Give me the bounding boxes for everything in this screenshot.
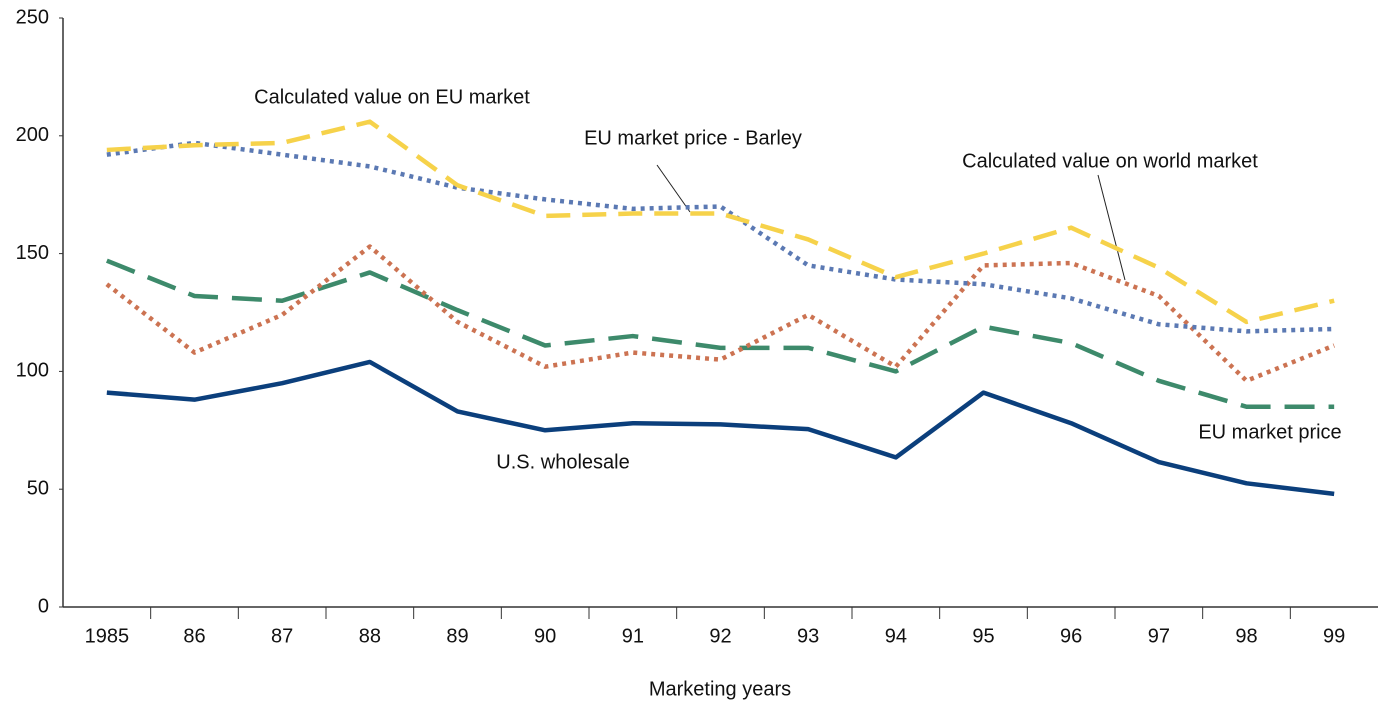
x-tick-label: 94: [885, 625, 907, 647]
series-label: EU market price - Barley: [584, 127, 802, 149]
x-tick-label: 97: [1148, 625, 1170, 647]
y-tick-label: 250: [16, 6, 49, 28]
series-label: Calculated value on EU market: [254, 86, 530, 108]
x-tick-label: 1985: [85, 625, 130, 647]
x-tick-label: 88: [359, 625, 381, 647]
x-tick-label: 99: [1323, 625, 1345, 647]
series-label: Calculated value on world market: [962, 150, 1258, 172]
y-tick-label: 0: [38, 595, 49, 617]
x-axis-label: Marketing years: [649, 678, 791, 700]
x-tick-label: 95: [972, 625, 994, 647]
x-tick-label: 90: [534, 625, 556, 647]
series-line: [105, 258, 1335, 409]
x-tick-label: 87: [271, 625, 293, 647]
series-label: EU market price: [1198, 421, 1341, 443]
x-tick-label: 91: [622, 625, 644, 647]
leader-line: [1097, 174, 1126, 281]
series-line: [106, 359, 1335, 497]
y-tick-label: 50: [27, 477, 49, 499]
series-label: U.S. wholesale: [496, 451, 629, 473]
series-line: [105, 244, 1336, 384]
x-tick-label: 86: [183, 625, 205, 647]
x-tick-label: 98: [1235, 625, 1257, 647]
y-tick-label: 200: [16, 124, 49, 146]
x-tick-label: 96: [1060, 625, 1082, 647]
x-tick-label: 89: [446, 625, 468, 647]
y-tick-label: 150: [16, 242, 49, 264]
x-tick-label: 93: [797, 625, 819, 647]
x-tick-label: 92: [709, 625, 731, 647]
leader-line: [656, 164, 691, 213]
y-tick-label: 100: [16, 360, 49, 382]
